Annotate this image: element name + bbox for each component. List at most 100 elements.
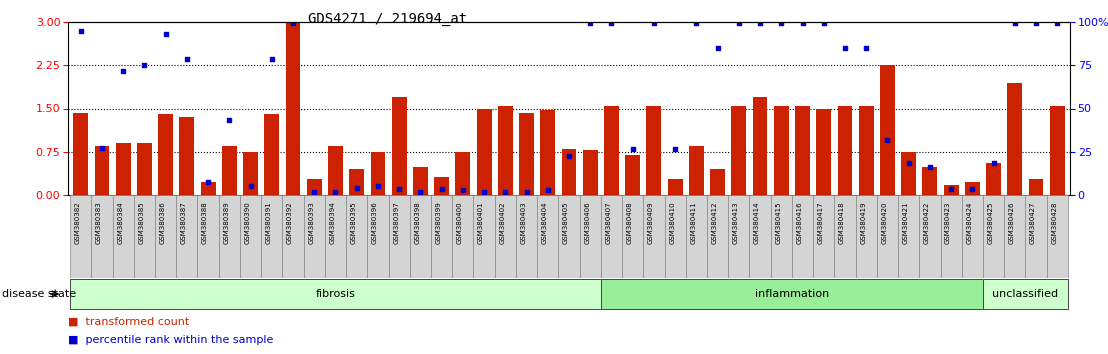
Bar — [410, 195, 431, 278]
Point — [942, 187, 960, 192]
Text: unclassified: unclassified — [993, 289, 1058, 299]
Text: GSM380398: GSM380398 — [414, 202, 420, 244]
Text: GSM380425: GSM380425 — [987, 202, 994, 244]
Bar — [307, 179, 321, 195]
Point — [178, 57, 196, 62]
Bar — [370, 152, 386, 195]
Bar — [70, 279, 601, 309]
Bar — [644, 195, 665, 278]
Bar — [197, 195, 218, 278]
Text: GSM380393: GSM380393 — [308, 202, 315, 244]
Text: GSM380396: GSM380396 — [372, 202, 378, 244]
Bar — [601, 195, 622, 278]
Bar — [689, 146, 704, 195]
Bar — [328, 146, 342, 195]
Bar — [494, 195, 516, 278]
Bar — [520, 113, 534, 195]
Text: GSM380411: GSM380411 — [690, 202, 696, 244]
Text: GSM380397: GSM380397 — [393, 202, 399, 244]
Bar — [325, 195, 346, 278]
Bar — [773, 105, 789, 195]
Bar — [796, 105, 810, 195]
Text: GSM380415: GSM380415 — [776, 202, 781, 244]
Text: GSM380419: GSM380419 — [860, 202, 866, 244]
Point — [921, 165, 938, 170]
Bar — [901, 152, 916, 195]
Bar — [115, 143, 131, 195]
Point — [369, 183, 387, 189]
Text: GSM380391: GSM380391 — [266, 202, 271, 244]
Text: GSM380417: GSM380417 — [818, 202, 823, 244]
Bar — [70, 195, 91, 278]
Text: GSM380386: GSM380386 — [160, 202, 166, 244]
Bar — [899, 195, 920, 278]
Bar — [1047, 195, 1068, 278]
Text: GSM380428: GSM380428 — [1051, 202, 1057, 244]
Text: GSM380400: GSM380400 — [456, 202, 463, 244]
Bar — [158, 114, 173, 195]
Text: GSM380413: GSM380413 — [732, 202, 739, 244]
Bar — [1025, 195, 1047, 278]
Point — [985, 160, 1003, 166]
Bar — [1050, 105, 1065, 195]
Text: GSM380423: GSM380423 — [945, 202, 951, 244]
Bar — [710, 169, 725, 195]
Bar — [983, 279, 1068, 309]
Point — [348, 185, 366, 191]
Bar — [476, 108, 492, 195]
Point — [454, 188, 472, 193]
Bar — [516, 195, 537, 278]
Bar — [562, 149, 576, 195]
Bar — [434, 177, 449, 195]
Bar — [537, 195, 558, 278]
Text: ■  percentile rank within the sample: ■ percentile rank within the sample — [68, 335, 274, 345]
Text: GSM380412: GSM380412 — [711, 202, 718, 244]
Text: fibrosis: fibrosis — [316, 289, 356, 299]
Point — [666, 146, 684, 152]
Bar — [604, 105, 619, 195]
Bar — [455, 152, 470, 195]
Bar — [137, 143, 152, 195]
Bar — [497, 105, 513, 195]
Point — [199, 179, 217, 185]
Point — [157, 31, 175, 36]
Bar — [962, 195, 983, 278]
Text: GSM380424: GSM380424 — [966, 202, 973, 244]
Point — [1048, 20, 1066, 26]
Text: GSM380426: GSM380426 — [1008, 202, 1015, 244]
Text: GSM380418: GSM380418 — [839, 202, 845, 244]
Bar — [855, 195, 876, 278]
Point — [538, 188, 556, 193]
Point — [284, 20, 301, 26]
Text: GSM380410: GSM380410 — [669, 202, 675, 244]
Bar — [452, 195, 473, 278]
Bar — [731, 105, 747, 195]
Bar — [134, 195, 155, 278]
Bar — [986, 163, 1001, 195]
Bar — [473, 195, 494, 278]
Bar — [880, 65, 895, 195]
Bar — [413, 167, 428, 195]
Text: GSM380387: GSM380387 — [181, 202, 187, 244]
Bar — [707, 195, 728, 278]
Bar — [113, 195, 134, 278]
Text: GSM380403: GSM380403 — [521, 202, 526, 244]
Point — [837, 45, 854, 51]
Bar — [817, 108, 831, 195]
Text: GSM380420: GSM380420 — [882, 202, 888, 244]
Bar — [243, 152, 258, 195]
Bar — [838, 105, 852, 195]
Bar — [201, 182, 216, 195]
Bar — [665, 195, 686, 278]
Text: GSM380408: GSM380408 — [627, 202, 633, 244]
Point — [306, 189, 324, 195]
Bar — [601, 279, 983, 309]
Bar — [286, 22, 300, 195]
Bar — [218, 195, 240, 278]
Text: GSM380385: GSM380385 — [138, 202, 144, 244]
Point — [242, 183, 259, 189]
Text: GSM380394: GSM380394 — [329, 202, 336, 244]
Point — [709, 45, 727, 51]
Bar — [240, 195, 261, 278]
Point — [687, 20, 705, 26]
